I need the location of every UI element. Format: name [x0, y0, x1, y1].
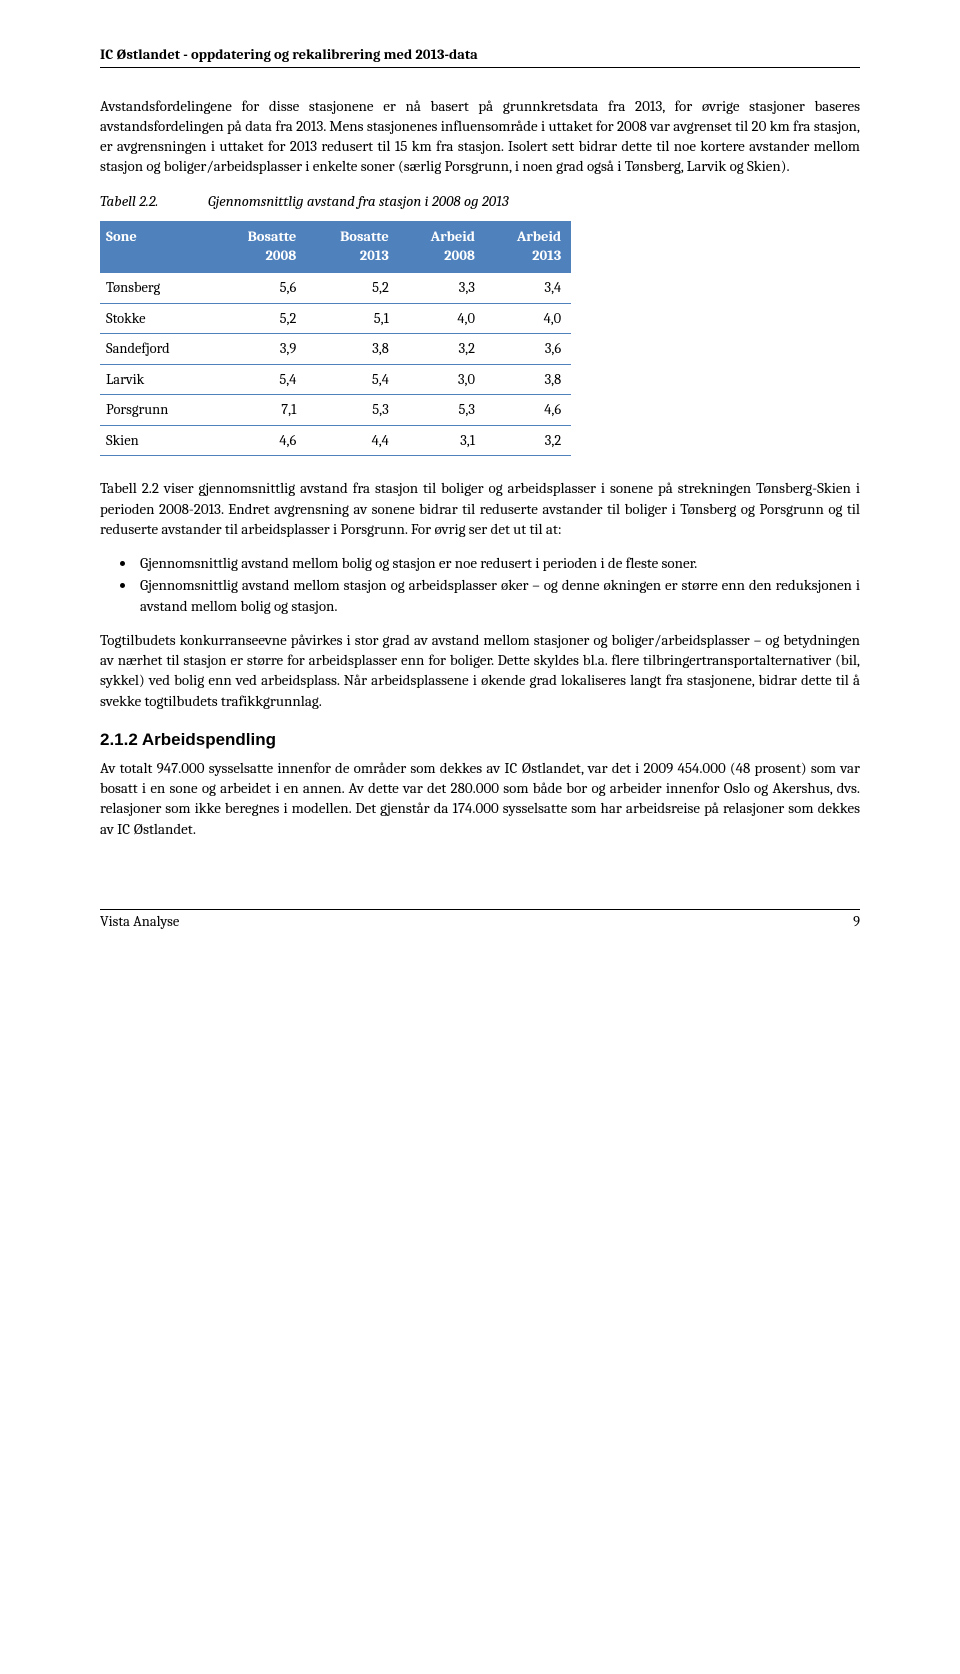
table-cell: 3,1	[399, 425, 485, 456]
distance-table: Sone Bosatte 2008 Bosatte 2013 Arbeid 20…	[100, 221, 571, 457]
table-row: Sandefjord3,93,83,23,6	[100, 334, 571, 365]
table-caption: Tabell 2.2. Gjennomsnittlig avstand fra …	[100, 191, 860, 211]
table-caption-label: Tabell 2.2.	[100, 191, 208, 211]
table-cell: 3,2	[399, 334, 485, 365]
subheading-text: Arbeidspendling	[142, 730, 276, 749]
table-row: Skien4,64,43,13,2	[100, 425, 571, 456]
table-row: Tønsberg5,65,23,33,4	[100, 272, 571, 303]
table-cell: Sandefjord	[100, 334, 214, 365]
table-cell: 4,0	[485, 303, 571, 334]
table-caption-text: Gjennomsnittlig avstand fra stasjon i 20…	[208, 191, 509, 211]
table-cell: Skien	[100, 425, 214, 456]
table-cell: 5,4	[214, 364, 307, 395]
col-arbeid-2008: Arbeid 2008	[399, 221, 485, 273]
col-arbeid-2013: Arbeid 2013	[485, 221, 571, 273]
table-cell: Stokke	[100, 303, 214, 334]
table-cell: 5,2	[214, 303, 307, 334]
table-row: Porsgrunn7,15,35,34,6	[100, 395, 571, 426]
page-header: IC Østlandet - oppdatering og rekalibrer…	[100, 44, 860, 68]
table-cell: 5,3	[399, 395, 485, 426]
header-title: IC Østlandet - oppdatering og rekalibrer…	[100, 46, 478, 63]
table-header-row: Sone Bosatte 2008 Bosatte 2013 Arbeid 20…	[100, 221, 571, 273]
paragraph-1: Avstandsfordelingene for disse stasjonen…	[100, 96, 860, 177]
list-item: Gjennomsnittlig avstand mellom bolig og …	[136, 553, 860, 573]
table-cell: 5,6	[214, 272, 307, 303]
subheading-arbeidspendling: 2.1.2 Arbeidspendling	[100, 729, 860, 752]
paragraph-4: Av totalt 947.000 sysselsatte innenfor d…	[100, 758, 860, 839]
table-cell: 5,1	[306, 303, 399, 334]
table-cell: 3,3	[399, 272, 485, 303]
table-cell: Tønsberg	[100, 272, 214, 303]
table-cell: 4,4	[306, 425, 399, 456]
table-cell: Porsgrunn	[100, 395, 214, 426]
table-cell: 3,6	[485, 334, 571, 365]
table-cell: 4,6	[214, 425, 307, 456]
table-row: Stokke5,25,14,04,0	[100, 303, 571, 334]
page-footer: Vista Analyse 9	[100, 909, 860, 932]
table-cell: 3,0	[399, 364, 485, 395]
col-bosatte-2008: Bosatte 2008	[214, 221, 307, 273]
table-cell: 3,8	[306, 334, 399, 365]
table-cell: 3,2	[485, 425, 571, 456]
col-sone: Sone	[100, 221, 214, 273]
table-cell: 4,0	[399, 303, 485, 334]
table-row: Larvik5,45,43,03,8	[100, 364, 571, 395]
table-cell: 5,2	[306, 272, 399, 303]
table-body: Tønsberg5,65,23,33,4Stokke5,25,14,04,0Sa…	[100, 272, 571, 455]
table-cell: 4,6	[485, 395, 571, 426]
table-cell: 3,9	[214, 334, 307, 365]
table-cell: 5,4	[306, 364, 399, 395]
bullet-list: Gjennomsnittlig avstand mellom bolig og …	[136, 553, 860, 616]
subheading-number: 2.1.2	[100, 730, 138, 749]
footer-page-number: 9	[853, 912, 860, 932]
paragraph-3: Togtilbudets konkurranseevne påvirkes i …	[100, 630, 860, 711]
table-cell: 5,3	[306, 395, 399, 426]
footer-left: Vista Analyse	[100, 912, 179, 932]
table-cell: Larvik	[100, 364, 214, 395]
table-cell: 3,8	[485, 364, 571, 395]
paragraph-2: Tabell 2.2 viser gjennomsnittlig avstand…	[100, 478, 860, 539]
table-cell: 3,4	[485, 272, 571, 303]
table-cell: 7,1	[214, 395, 307, 426]
list-item: Gjennomsnittlig avstand mellom stasjon o…	[136, 575, 860, 616]
col-bosatte-2013: Bosatte 2013	[306, 221, 399, 273]
